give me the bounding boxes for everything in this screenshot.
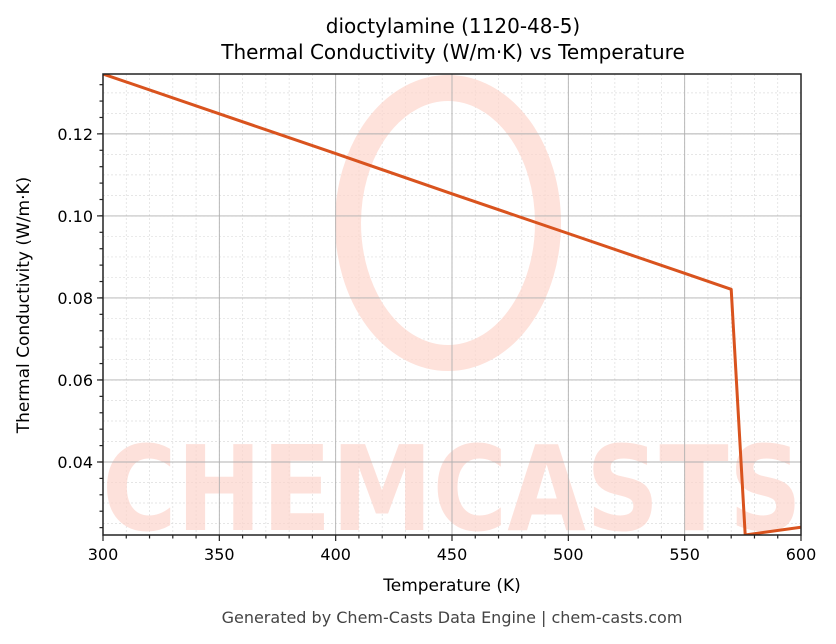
y-tick-label: 0.08 bbox=[57, 289, 93, 308]
x-tick-label: 500 bbox=[553, 545, 584, 564]
y-tick-label: 0.10 bbox=[57, 207, 93, 226]
y-tick-label: 0.06 bbox=[57, 371, 93, 390]
x-tick-label: 600 bbox=[786, 545, 817, 564]
footer-credit: Generated by Chem-Casts Data Engine | ch… bbox=[221, 608, 683, 627]
y-axis-label: Thermal Conductivity (W/m·K) bbox=[14, 176, 34, 434]
axis-ticks bbox=[97, 84, 802, 541]
data-series-line bbox=[103, 74, 801, 535]
y-tick-label: 0.04 bbox=[57, 453, 93, 472]
x-tick-label: 450 bbox=[437, 545, 468, 564]
chart-title-line2: Thermal Conductivity (W/m·K) vs Temperat… bbox=[221, 40, 685, 64]
y-tick-label: 0.12 bbox=[57, 125, 93, 144]
x-tick-label: 350 bbox=[204, 545, 235, 564]
x-tick-label: 400 bbox=[320, 545, 351, 564]
x-axis-label: Temperature (K) bbox=[383, 576, 521, 596]
chart-title-line1: dioctylamine (1120-48-5) bbox=[325, 14, 581, 38]
x-tick-label: 300 bbox=[88, 545, 119, 564]
x-tick-label: 550 bbox=[669, 545, 700, 564]
